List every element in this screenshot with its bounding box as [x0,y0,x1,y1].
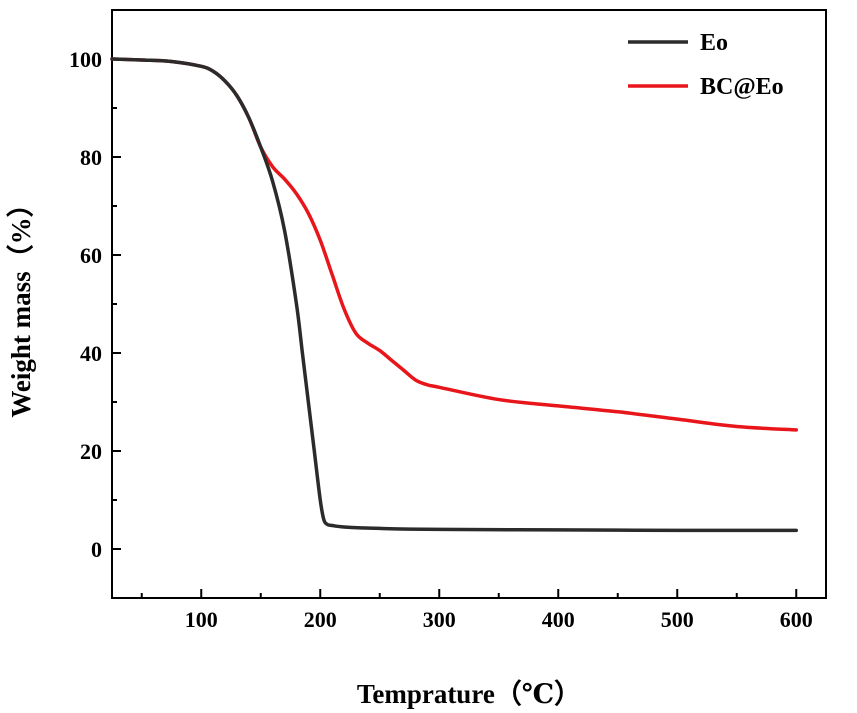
series-line-bc-eo [110,57,798,432]
y-tick-label-60: 60 [80,243,102,268]
series-line-eo [110,57,798,533]
y-tick-label-20: 20 [80,439,102,464]
x-tick-label-600: 600 [780,607,813,632]
y-tick-label-100: 100 [69,47,102,72]
y-tick-label-0: 0 [91,537,102,562]
legend-label-eo: Eo [700,30,728,56]
y-tick-label-40: 40 [80,341,102,366]
series-layer [110,57,798,533]
x-axis-title: Temprature（℃） [357,679,581,709]
x-tick-label-200: 200 [304,607,337,632]
x-tick-label-500: 500 [661,607,694,632]
legend: Eo BC@Eo [628,30,784,100]
y-tick-label-80: 80 [80,145,102,170]
y-axis-title: Weight mass（%） [6,190,36,417]
x-tick-label-400: 400 [542,607,575,632]
x-tick-label-100: 100 [185,607,218,632]
legend-label-bc-eo: BC@Eo [700,74,784,100]
x-tick-label-300: 300 [423,607,456,632]
y-axis: 0 20 40 60 80 100 [69,47,121,562]
x-axis: 100 200 300 400 500 600 [140,589,813,632]
